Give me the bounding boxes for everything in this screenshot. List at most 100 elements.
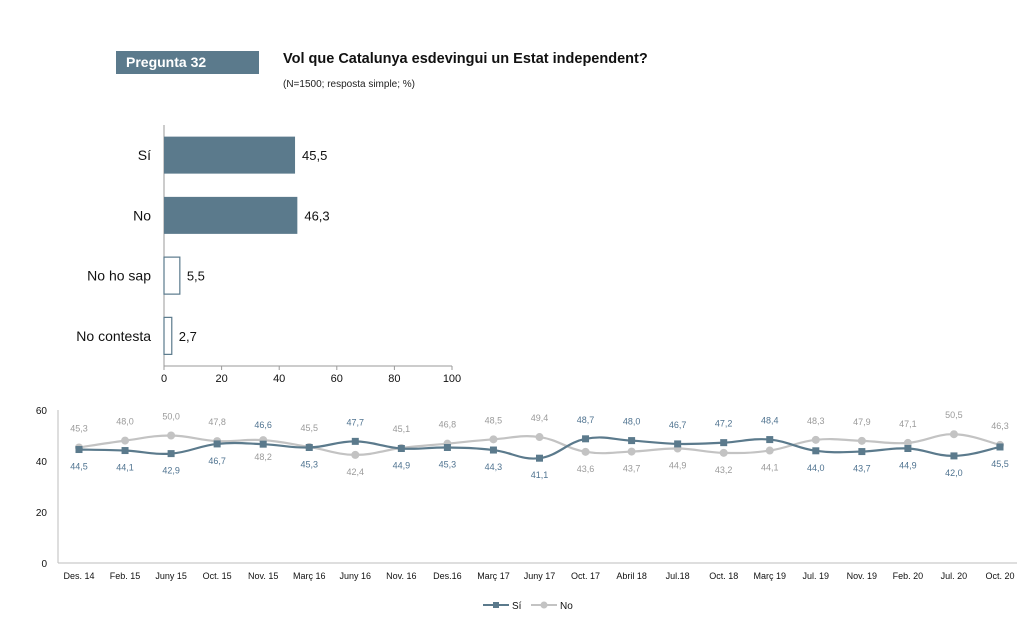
point-no	[167, 431, 176, 440]
point-si	[766, 436, 774, 444]
data-label-si: 47,2	[715, 419, 733, 429]
point-no	[581, 447, 590, 456]
bar	[163, 316, 173, 355]
data-label-si: 46,7	[669, 420, 687, 430]
point-si	[259, 440, 267, 448]
data-label-si: 46,6	[254, 420, 272, 430]
data-label-si: 42,9	[162, 466, 180, 476]
bar	[163, 256, 181, 295]
legend-marker-no	[540, 601, 548, 609]
data-label-si: 48,7	[577, 415, 595, 425]
line-x-tick-label: Nov. 15	[248, 571, 278, 581]
line-x-tick-label: Juny 15	[155, 571, 187, 581]
line-x-tick-label: Nov. 19	[847, 571, 877, 581]
point-si	[489, 446, 497, 454]
line-y-tick-label: 40	[36, 457, 48, 468]
data-label-no: 43,2	[715, 465, 733, 475]
point-no	[121, 436, 130, 445]
data-label-no: 47,8	[208, 417, 226, 427]
point-si	[351, 437, 359, 445]
data-label-si: 46,7	[208, 456, 226, 466]
line-x-tick-label: Feb. 20	[893, 571, 924, 581]
data-label-si: 44,3	[485, 462, 503, 472]
data-label-no: 48,3	[807, 416, 825, 426]
line-x-tick-label: Març 16	[293, 571, 326, 581]
line-y-tick-label: 0	[41, 559, 47, 570]
line-x-tick-label: Juny 16	[340, 571, 372, 581]
bar-value-label: 2,7	[179, 329, 197, 344]
line-x-tick-label: Març 17	[477, 571, 510, 581]
line-x-tick-label: Des.16	[433, 571, 462, 581]
point-si	[75, 446, 83, 454]
data-label-no: 50,5	[945, 410, 963, 420]
point-si	[536, 454, 543, 462]
bar-category-label: No	[133, 207, 151, 223]
data-label-si: 41,1	[531, 470, 549, 480]
bar-x-tick-label: 0	[161, 373, 167, 385]
point-no	[903, 438, 912, 447]
data-label-si: 48,4	[761, 416, 779, 426]
bar-category-label: No contesta	[76, 328, 151, 344]
line-x-tick-label: Jul. 20	[941, 571, 968, 581]
bar-x-tick-label: 20	[215, 373, 227, 385]
data-label-no: 42,4	[347, 467, 365, 477]
line-x-tick-label: Nov. 16	[386, 571, 416, 581]
line-x-tick-label: Oct. 17	[571, 571, 600, 581]
point-no	[627, 447, 636, 456]
data-label-no: 45,5	[300, 423, 318, 433]
point-si	[674, 440, 682, 448]
data-label-no: 46,8	[439, 420, 457, 430]
line-y-tick-label: 20	[36, 508, 48, 519]
data-label-si: 44,5	[70, 462, 88, 472]
bar-x-tick-label: 40	[273, 373, 285, 385]
legend-marker-si	[493, 602, 499, 608]
question-badge: Pregunta 32	[116, 51, 259, 74]
point-si	[397, 445, 405, 453]
bar-value-label: 5,5	[187, 269, 205, 284]
bar-value-label: 45,5	[302, 148, 327, 163]
line-x-tick-label: Jul.18	[666, 571, 690, 581]
data-label-si: 48,0	[623, 417, 641, 427]
data-label-no: 45,1	[393, 424, 411, 434]
point-si	[720, 439, 728, 447]
data-label-no: 49,4	[531, 413, 549, 423]
bar-x-tick-label: 80	[388, 373, 400, 385]
data-label-no: 47,1	[899, 419, 917, 429]
point-si	[305, 443, 313, 451]
point-si	[858, 448, 866, 456]
bar-value-label: 46,3	[304, 208, 329, 223]
bar-x-tick-label: 100	[443, 373, 461, 385]
data-label-si: 44,0	[807, 463, 825, 473]
point-si	[812, 447, 820, 455]
question-title: Vol que Catalunya esdevingui un Estat in…	[283, 51, 648, 67]
point-no	[811, 435, 820, 444]
data-label-no: 48,0	[116, 417, 134, 427]
bar-category-label: No ho sap	[87, 268, 151, 284]
point-si	[950, 452, 958, 460]
data-label-si: 44,1	[116, 463, 134, 473]
line-x-tick-label: Oct. 15	[203, 571, 232, 581]
legend-label-si: Sí	[512, 601, 522, 612]
point-no	[857, 436, 866, 445]
bar-category-label: Sí	[138, 147, 151, 163]
legend-label-no: No	[560, 601, 573, 612]
point-no	[535, 433, 544, 442]
point-si	[167, 450, 175, 458]
point-si	[582, 435, 590, 443]
line-y-tick-label: 60	[36, 406, 48, 417]
line-x-tick-label: Març 19	[753, 571, 786, 581]
data-label-no: 46,3	[991, 421, 1009, 431]
point-si	[904, 445, 912, 453]
data-label-no: 47,9	[853, 417, 871, 427]
data-label-si: 47,7	[347, 417, 365, 427]
data-label-si: 44,9	[393, 461, 411, 471]
data-label-no: 43,7	[623, 464, 641, 474]
line-x-tick-label: Oct. 20	[985, 571, 1014, 581]
point-no	[719, 448, 728, 457]
bar-x-tick-label: 60	[331, 373, 343, 385]
point-no	[765, 446, 774, 455]
point-si	[213, 440, 221, 448]
data-label-si: 44,9	[899, 461, 917, 471]
data-label-no: 43,6	[577, 464, 595, 474]
